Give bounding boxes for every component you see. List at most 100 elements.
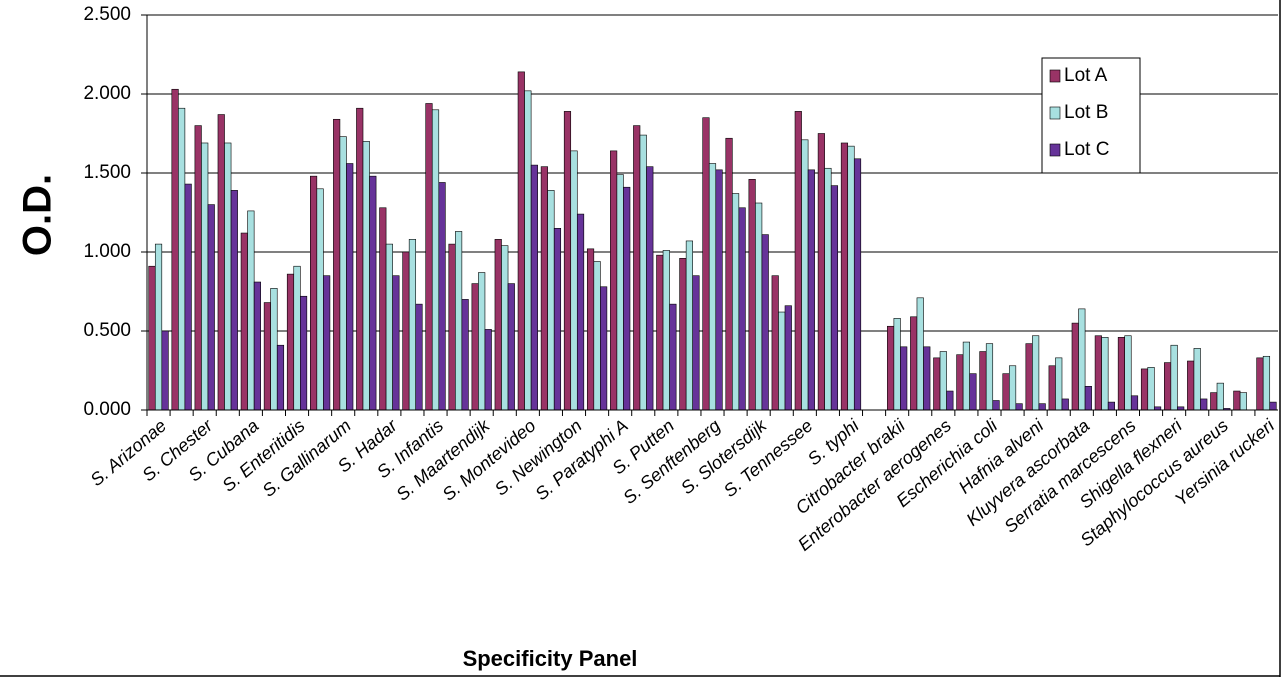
y-axis-title: O.D. (16, 174, 60, 256)
bar (425, 103, 433, 411)
bar (392, 275, 400, 411)
bar (824, 167, 832, 411)
bar (692, 275, 700, 411)
bar (217, 114, 225, 411)
bar (1233, 390, 1241, 411)
bar (484, 329, 492, 411)
bar (685, 240, 693, 411)
bar (1078, 308, 1086, 411)
bar (893, 318, 901, 411)
bar (956, 354, 964, 411)
bar (1269, 401, 1277, 411)
bar (1256, 357, 1264, 411)
bar (738, 207, 746, 411)
bar (1015, 403, 1023, 411)
bar (633, 125, 641, 411)
bar (778, 311, 786, 411)
bar (1032, 335, 1040, 411)
bar (1124, 335, 1132, 411)
bar (362, 141, 370, 411)
bar (402, 251, 410, 411)
bar (801, 139, 809, 411)
bar (1239, 392, 1247, 411)
bar (448, 243, 456, 411)
bar (616, 174, 624, 411)
bar (455, 231, 463, 411)
bar (1147, 367, 1155, 411)
bar (438, 182, 446, 411)
bar (939, 351, 947, 411)
bar (923, 346, 931, 411)
bar (415, 303, 423, 411)
bar (207, 204, 215, 411)
bar (784, 305, 792, 411)
bar (1061, 398, 1069, 411)
bar (732, 193, 740, 411)
bar (478, 272, 486, 411)
bar (910, 316, 918, 411)
bar (563, 111, 572, 411)
bar (379, 207, 387, 411)
legend-label: Lot A (1064, 65, 1108, 86)
bar (830, 185, 839, 411)
bar (933, 357, 941, 411)
bar (979, 351, 987, 411)
bar (708, 163, 717, 411)
bar (310, 175, 318, 411)
bar (461, 299, 469, 411)
bar (1071, 322, 1079, 411)
bar (817, 133, 825, 411)
bar (600, 286, 608, 411)
bar (178, 107, 186, 411)
bar (230, 190, 238, 411)
bar (300, 295, 308, 411)
bar (761, 234, 769, 411)
bar (385, 243, 393, 411)
bar (161, 330, 169, 411)
bar (356, 107, 364, 411)
bar (270, 288, 278, 411)
bar (656, 254, 664, 411)
bar (985, 343, 994, 411)
bar (530, 164, 538, 411)
bar (992, 400, 1000, 411)
legend-label: Lot C (1064, 139, 1109, 160)
y-tick-label: 2.000 (83, 83, 131, 104)
bar (847, 145, 855, 411)
bar (610, 150, 618, 411)
bar (1262, 355, 1271, 411)
bar (887, 325, 895, 411)
bar (408, 239, 417, 411)
bar (1002, 373, 1010, 411)
bar (702, 117, 710, 411)
y-tick-label: 2.500 (83, 4, 131, 25)
y-tick-label: 1.000 (83, 241, 131, 262)
bar (593, 261, 601, 411)
bar (807, 169, 815, 411)
bar (1048, 365, 1056, 411)
bar (570, 150, 578, 411)
bar (946, 390, 954, 411)
bar (679, 258, 687, 411)
bar (1107, 401, 1115, 411)
bar (339, 136, 347, 411)
bar (471, 283, 479, 411)
bar (517, 71, 525, 411)
bar (494, 239, 502, 411)
bar (725, 137, 733, 411)
bar (840, 142, 849, 411)
bar (1193, 348, 1201, 411)
bar (1008, 365, 1017, 411)
bar (1055, 357, 1063, 411)
bar (263, 302, 271, 411)
legend-swatch (1049, 106, 1061, 120)
legend-swatch (1049, 143, 1061, 157)
bar (623, 186, 631, 411)
bar (1025, 343, 1033, 411)
bar (501, 245, 509, 411)
bar (346, 163, 354, 411)
x-axis-title: Specificity Panel (463, 646, 638, 671)
bar (1130, 395, 1139, 411)
bar (171, 88, 179, 411)
bar (1101, 337, 1109, 411)
